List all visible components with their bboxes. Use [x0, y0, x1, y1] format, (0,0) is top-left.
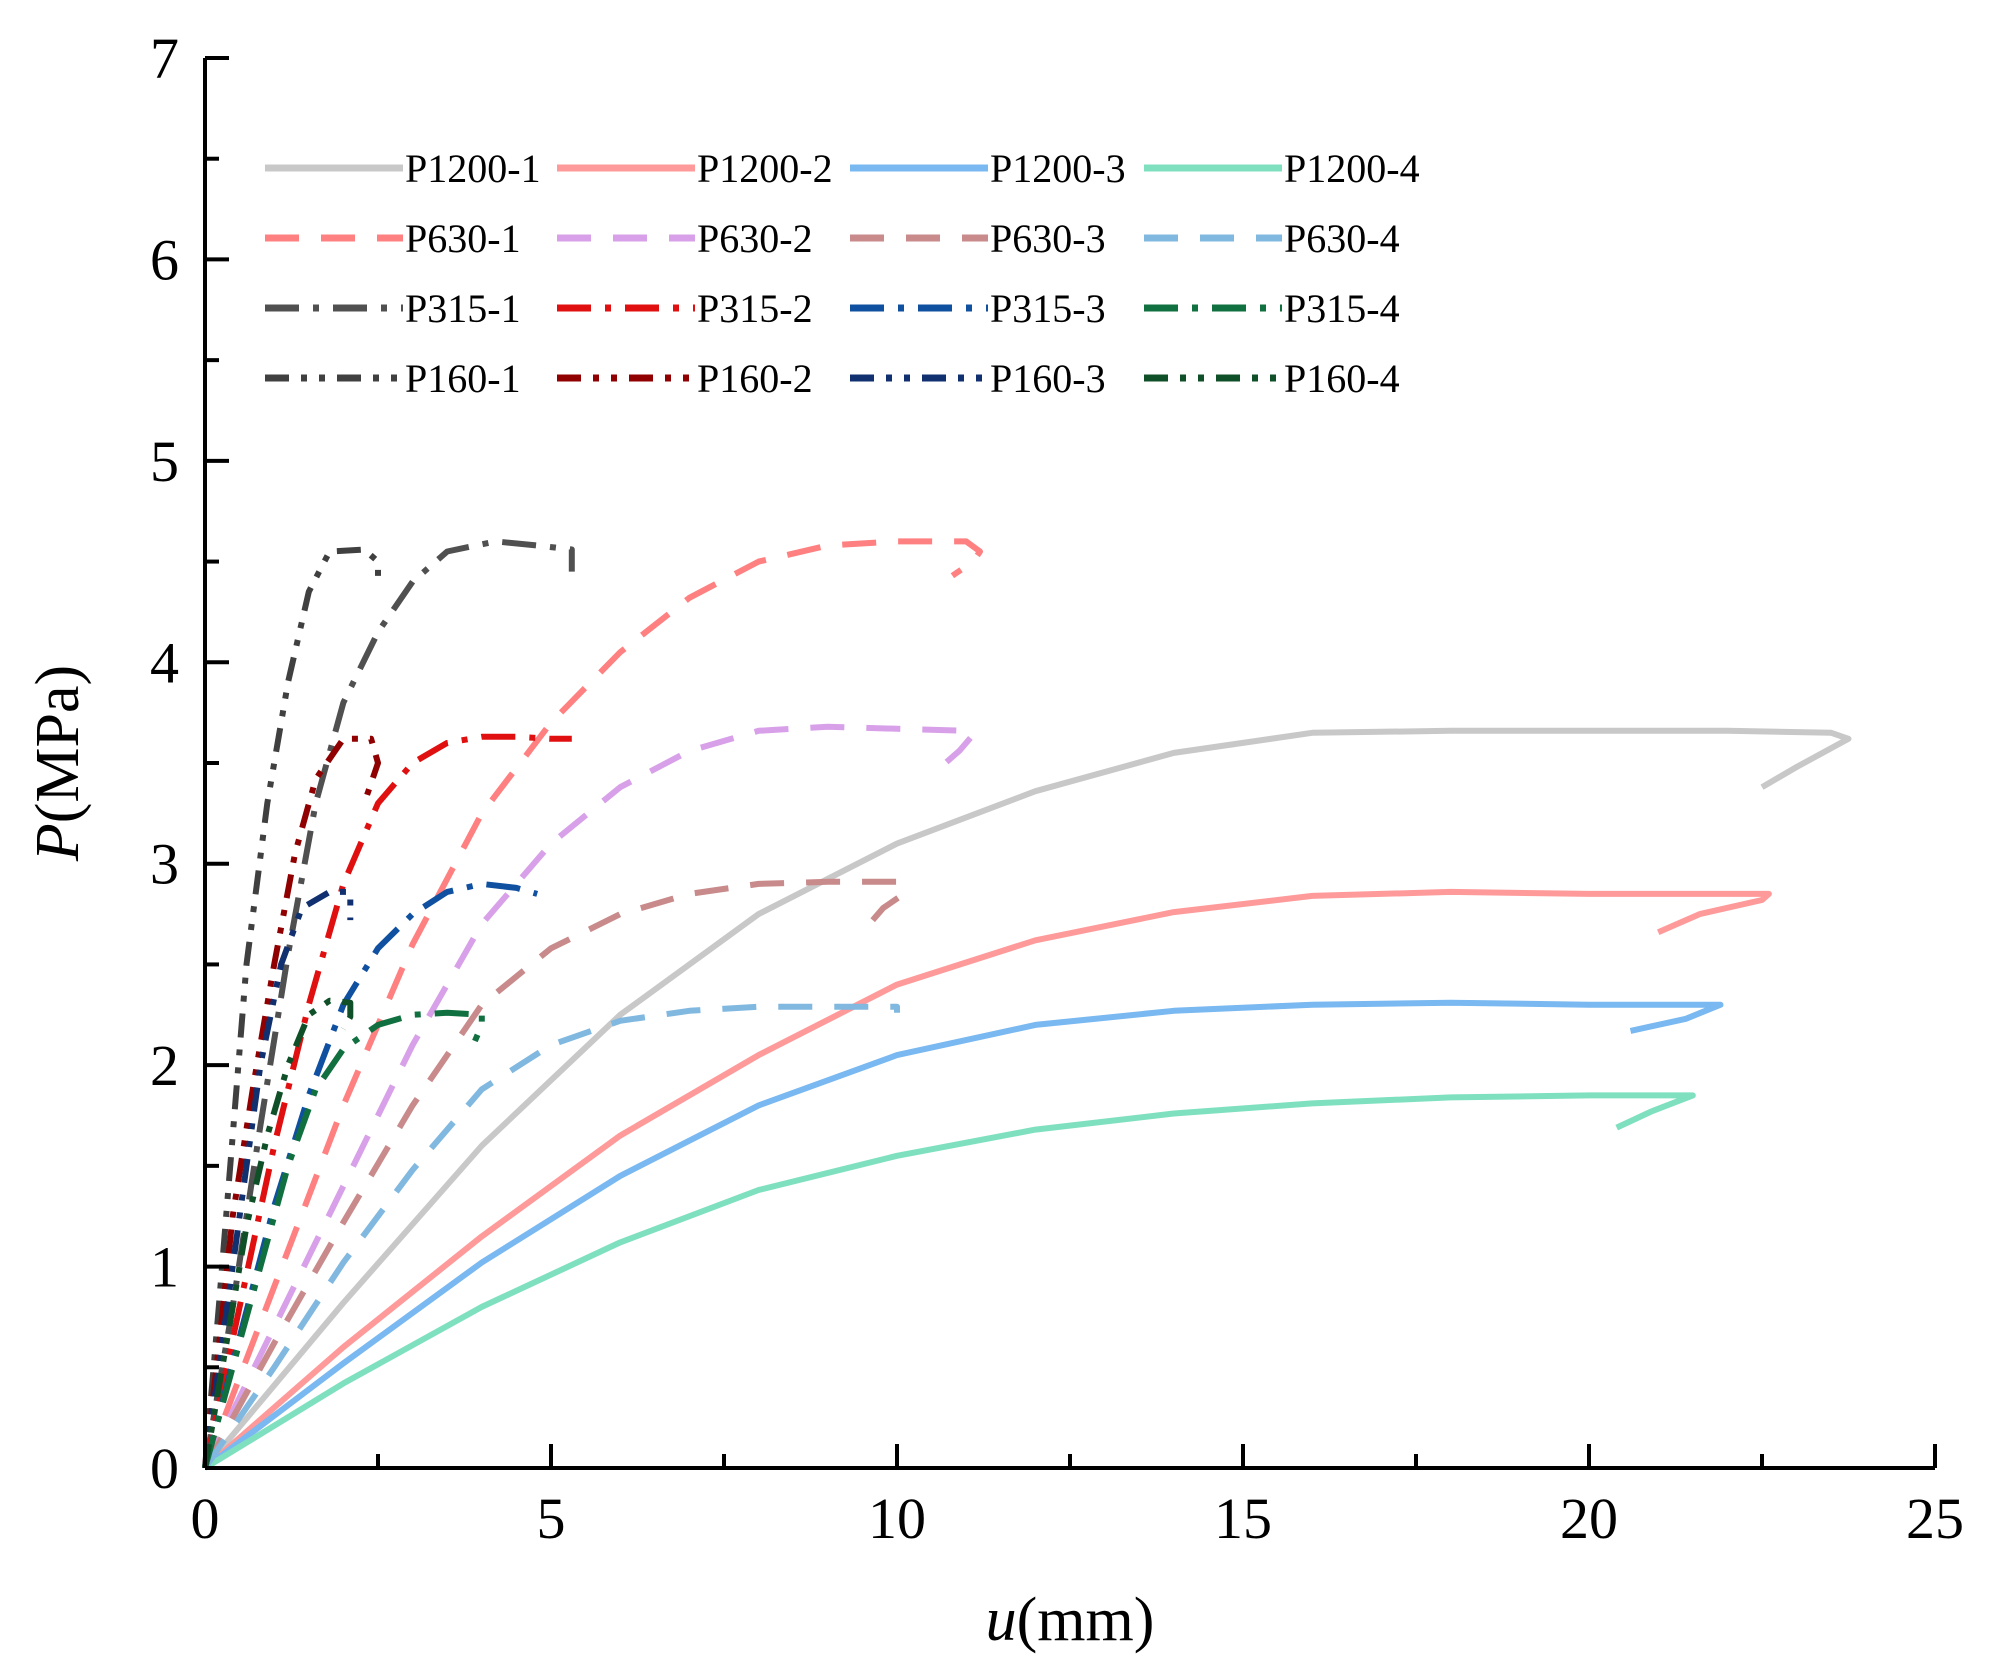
x-tick-label: 25 [1906, 1486, 1964, 1551]
x-tick-label: 15 [1214, 1486, 1272, 1551]
legend-entry-p1200-1: P1200-1 [265, 146, 541, 191]
legend-entry-p630-4: P630-4 [1144, 216, 1400, 261]
legend-entry-p1200-3: P1200-3 [850, 146, 1126, 191]
legend-label: P630-2 [697, 216, 813, 261]
legend-entry-p160-2: P160-2 [557, 356, 813, 401]
series-line-p1200-4 [203, 1092, 1696, 1471]
legend-label: P630-1 [405, 216, 521, 261]
y-tick-label: 7 [150, 26, 179, 91]
y-axis-title: P(MPa) [24, 665, 92, 862]
legend-entry-p1200-2: P1200-2 [557, 146, 833, 191]
legend-label: P315-3 [990, 286, 1106, 331]
legend-entry-p160-4: P160-4 [1144, 356, 1400, 401]
series-line-p1200-3 [203, 999, 1724, 1471]
legend-label: P1200-2 [697, 146, 833, 191]
y-tick-label: 6 [150, 227, 179, 292]
legend-label: P1200-4 [1284, 146, 1420, 191]
legend-entry-p630-2: P630-2 [557, 216, 813, 261]
series-line-p630-2 [202, 723, 977, 1470]
x-tick-label: 20 [1560, 1486, 1618, 1551]
y-tick-label: 0 [150, 1436, 179, 1501]
legend: P1200-1 P1200-2 P1200-3 P1200-4 P630-1 P630-2… [265, 146, 1420, 401]
legend-label: P315-1 [405, 286, 521, 331]
legend-label: P630-4 [1284, 216, 1400, 261]
legend-label: P315-4 [1284, 286, 1400, 331]
legend-label: P1200-3 [990, 146, 1126, 191]
series-line-p630-4 [202, 1003, 900, 1470]
legend-entry-p315-2: P315-2 [557, 286, 813, 331]
legend-entry-p630-1: P630-1 [265, 216, 521, 261]
x-tick-label: 5 [537, 1486, 566, 1551]
series-line-p630-1 [202, 538, 983, 1470]
legend-entry-p315-3: P315-3 [850, 286, 1106, 331]
y-tick-label: 3 [150, 832, 179, 897]
legend-entry-p160-3: P160-3 [850, 356, 1106, 401]
y-tick-label: 4 [150, 630, 179, 695]
series-line-p160-3 [202, 888, 354, 1469]
axes: 0 5 10 15 20 25 0 1 2 3 4 5 6 7 [150, 26, 1964, 1551]
legend-label: P630-3 [990, 216, 1106, 261]
legend-entry-p315-4: P315-4 [1144, 286, 1400, 331]
legend-label: P315-2 [697, 286, 813, 331]
series-line-p1200-1 [202, 727, 1852, 1470]
legend-label: P160-4 [1284, 356, 1400, 401]
legend-entry-p630-3: P630-3 [850, 216, 1106, 261]
x-tick-label: 10 [868, 1486, 926, 1551]
legend-label: P160-3 [990, 356, 1106, 401]
legend-label: P160-1 [405, 356, 521, 401]
x-axis-title: u(mm) [986, 1586, 1155, 1654]
series-line-p315-1 [202, 538, 575, 1469]
x-tick-label: 0 [191, 1486, 220, 1551]
y-tick-label: 2 [150, 1033, 179, 1098]
legend-entry-p160-1: P160-1 [265, 356, 521, 401]
legend-label: P1200-1 [405, 146, 541, 191]
series-line-p315-4 [202, 1009, 485, 1469]
legend-entry-p1200-4: P1200-4 [1144, 146, 1420, 191]
series-line-p1200-2 [203, 888, 1772, 1471]
y-tick-label: 1 [150, 1235, 179, 1300]
y-tick-label: 5 [150, 429, 179, 494]
legend-label: P160-2 [697, 356, 813, 401]
axis-titles: u(mm) P(MPa) [24, 665, 1154, 1654]
legend-entry-p315-1: P315-1 [265, 286, 521, 331]
series-line-p630-3 [202, 878, 907, 1470]
plot-curves [202, 538, 1852, 1471]
series-line-p315-2 [202, 733, 572, 1469]
series-line-p160-4 [202, 997, 354, 1469]
